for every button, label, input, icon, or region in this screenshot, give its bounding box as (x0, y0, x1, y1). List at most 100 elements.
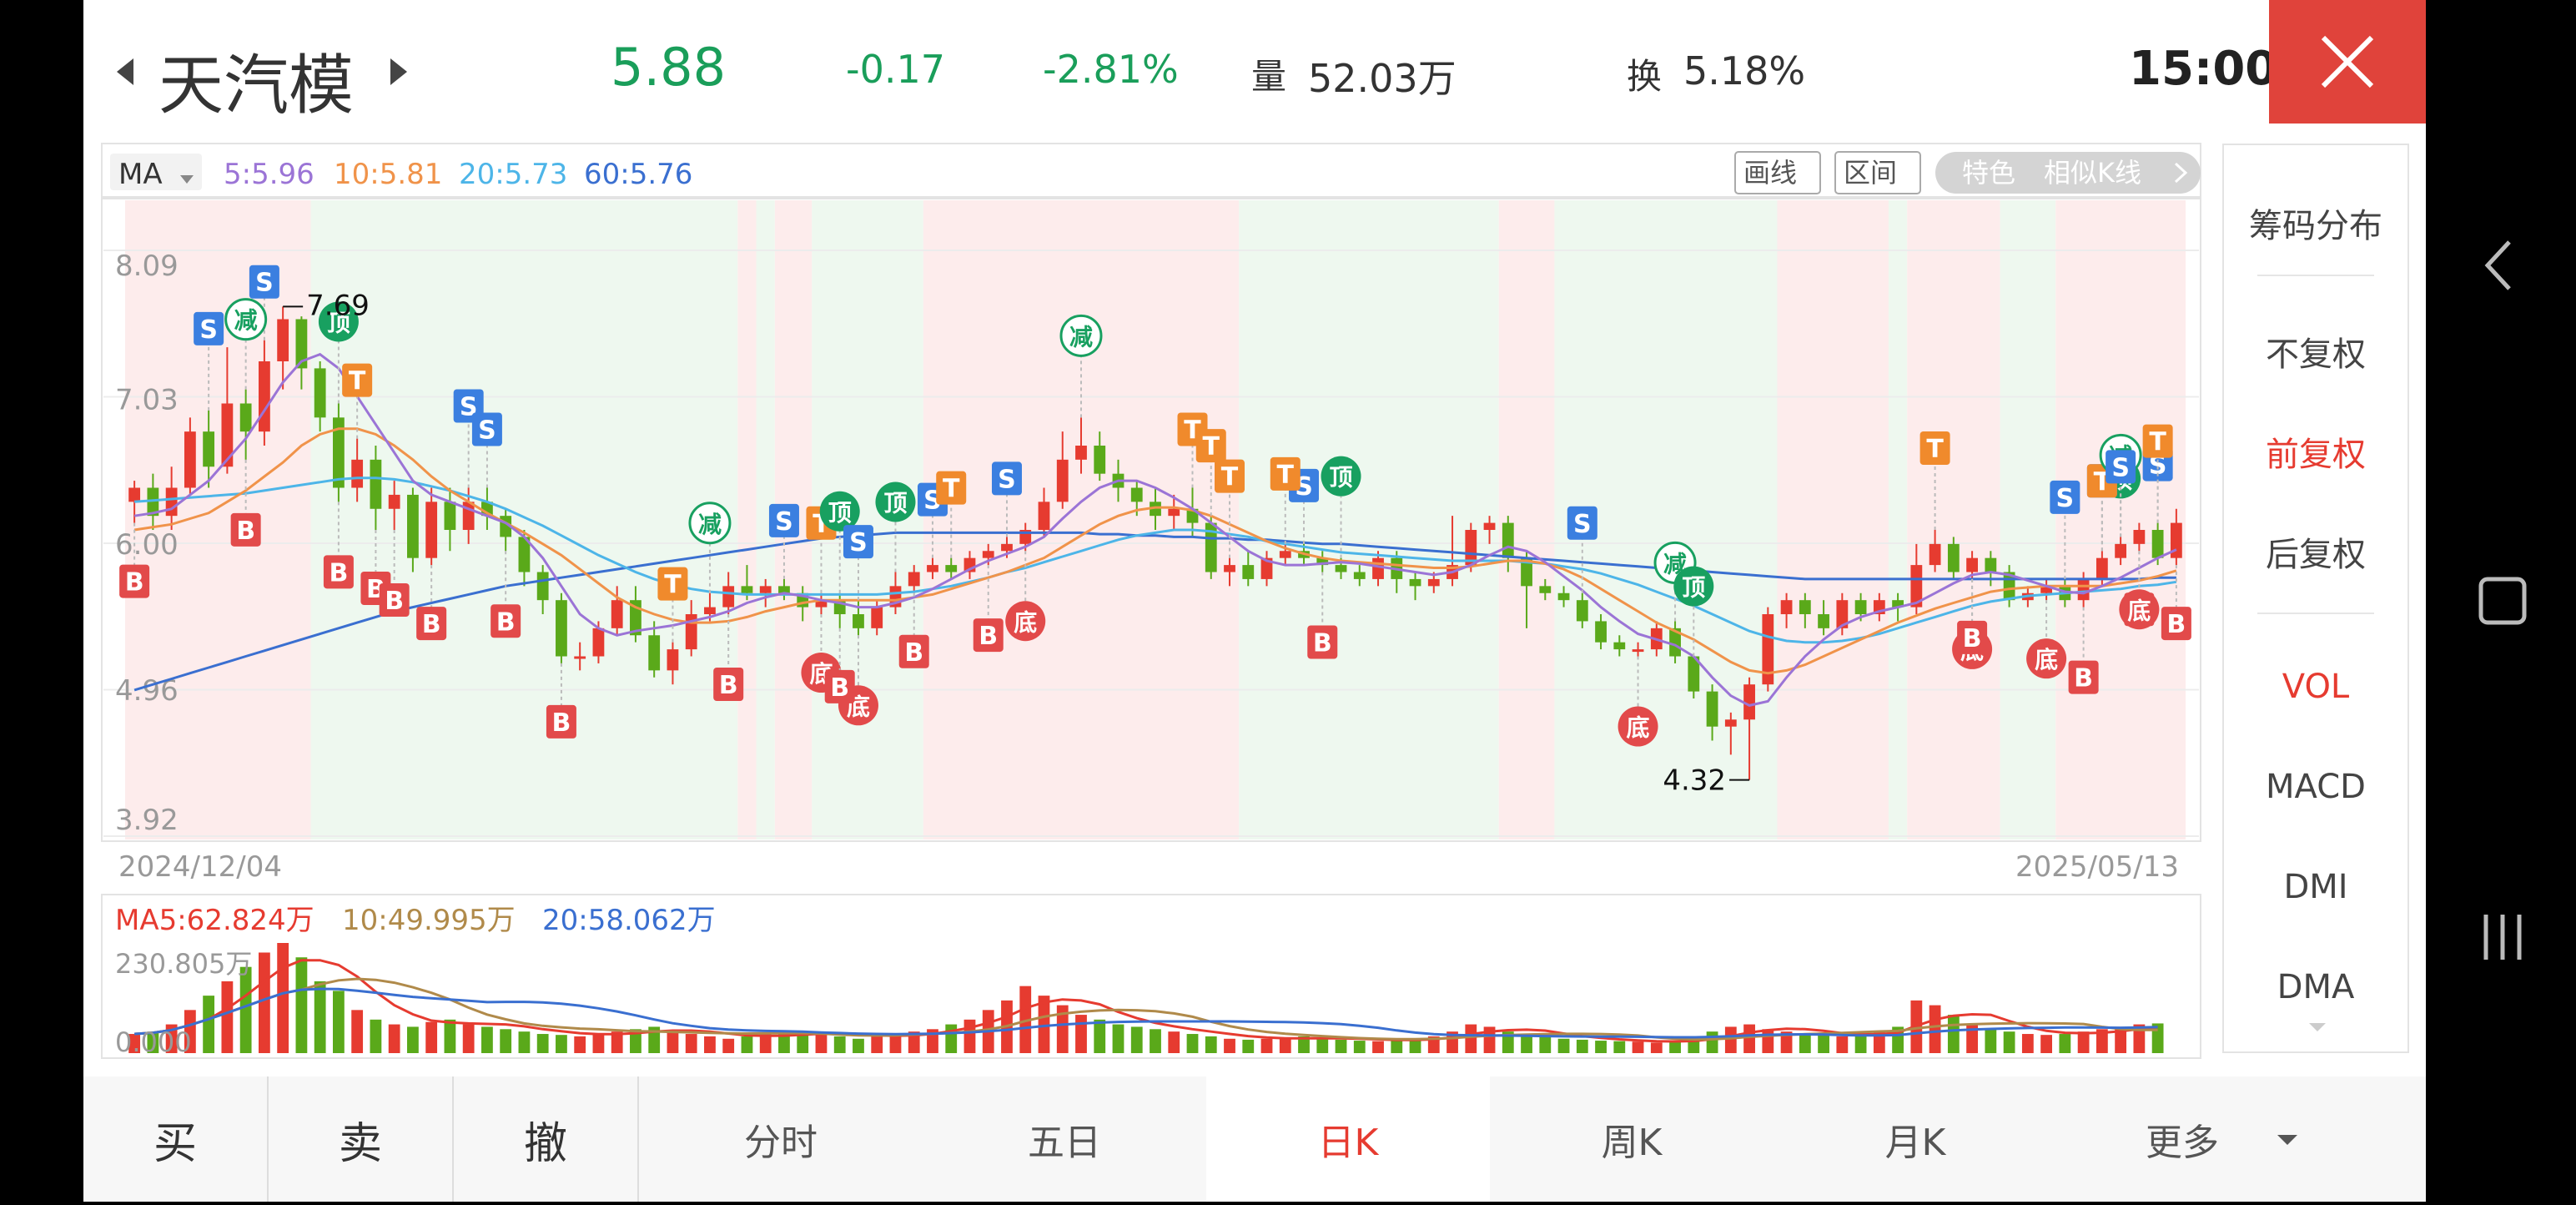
volume-bar (518, 1031, 531, 1053)
volume-min: 0.000 (115, 1026, 192, 1058)
volume-bar (1224, 1038, 1235, 1053)
chip-distribution-button[interactable]: 筹码分布 (2249, 207, 2382, 245)
volume-bar (1799, 1034, 1811, 1053)
candle-body (1001, 543, 1013, 552)
buy-button[interactable]: 买 (153, 1118, 197, 1169)
tab-five-day[interactable]: 五日 (1028, 1122, 1101, 1164)
candle-body (1557, 592, 1570, 601)
volume-bar (741, 1036, 753, 1053)
volume-bar (963, 1019, 976, 1053)
candle-body (388, 494, 400, 509)
candle-body (704, 607, 716, 615)
ma-selector[interactable]: MA (118, 158, 163, 191)
start-date: 2024/12/04 (118, 850, 282, 884)
signal-label: B (1963, 624, 1982, 653)
forward-adjust-button[interactable]: 前复权 (2266, 436, 2366, 474)
home-icon[interactable] (2478, 577, 2527, 625)
candle-body (1242, 565, 1255, 579)
candle-body (1205, 522, 1217, 572)
recents-icon[interactable] (2483, 915, 2522, 960)
volume-bar (1854, 1034, 1867, 1053)
volume-bar (2096, 1029, 2108, 1053)
candle-body (221, 403, 234, 467)
candle-body (1056, 459, 1069, 502)
signal-label: 顶 (1330, 464, 1353, 492)
candle-body (853, 614, 864, 628)
candle-body (165, 487, 178, 517)
dma-indicator-button[interactable]: DMA (2277, 968, 2355, 1006)
volume-bar (184, 1010, 196, 1053)
signal-label: B (830, 673, 849, 703)
volume-bar (1650, 1042, 1663, 1053)
dropdown-arrow-icon (180, 175, 194, 184)
signal-badge (973, 618, 1004, 653)
volume-bar (333, 991, 345, 1053)
tab-monthly-k[interactable]: 月K (1884, 1122, 1946, 1164)
macd-indicator-button[interactable]: MACD (2266, 768, 2366, 806)
volume-ma-line (134, 987, 2158, 1039)
turnover-label: 换 (1627, 56, 1663, 97)
signal-badge (323, 555, 354, 589)
volume-bar (221, 981, 234, 1053)
vol-indicator-button[interactable]: VOL (2282, 668, 2350, 706)
candle-body (1910, 565, 1923, 608)
volume-bar (1242, 1039, 1255, 1053)
signal-label: S (2056, 484, 2075, 513)
sell-button[interactable]: 卖 (338, 1118, 382, 1169)
signal-badge (991, 461, 1022, 496)
prev-stock-arrow-icon[interactable] (117, 58, 133, 85)
volume-bar (908, 1031, 920, 1053)
kline-chart[interactable]: MA 5:5.96 10:5.81 20:5.73 60:5.76 画线 区间 … (100, 142, 2202, 1060)
signal-label: B (1313, 629, 1332, 658)
volume-bar (592, 1034, 605, 1053)
draw-line-button[interactable] (1734, 151, 1821, 194)
app-screen: 天汽模 5.88 -0.17 -2.81% 量 52.03万 换 5.18% 1… (83, 0, 2426, 1202)
candle-body (1854, 600, 1867, 615)
tab-daily-k[interactable]: 日K (1206, 1076, 1490, 1202)
range-button[interactable] (1834, 151, 1921, 194)
feature-label: 特色 (1962, 157, 2015, 189)
volume-max: 230.805万 (115, 948, 252, 980)
candle-body (407, 494, 419, 558)
close-button[interactable] (2269, 0, 2426, 124)
candle-body (722, 586, 735, 608)
next-stock-arrow-icon[interactable] (390, 58, 407, 85)
tab-intraday[interactable]: 分时 (744, 1122, 818, 1164)
volume-bar (407, 1026, 419, 1053)
volume-bar (1521, 1034, 1532, 1053)
ma20-value: 20:5.73 (459, 158, 567, 191)
signal-label: T (1203, 432, 1220, 461)
dmi-indicator-button[interactable]: DMI (2283, 868, 2348, 906)
draw-line-label: 画线 (1743, 157, 1797, 189)
cancel-order-button[interactable]: 撤 (523, 1118, 567, 1169)
candle-body (1224, 565, 1235, 572)
signal-band (737, 200, 757, 839)
volume-bar (1873, 1031, 1885, 1053)
tab-weekly-k[interactable]: 周K (1601, 1122, 1663, 1164)
signal-badge (2050, 480, 2080, 514)
candle-body (1780, 600, 1793, 615)
volume-bar (462, 1024, 475, 1053)
tab-more[interactable]: 更多 (2146, 1122, 2219, 1164)
backward-adjust-button[interactable]: 后复权 (2266, 536, 2366, 574)
signal-badge (824, 669, 855, 703)
signal-band (1239, 200, 1499, 839)
ma10-line (133, 427, 2177, 675)
signal-label: 顶 (1682, 574, 1705, 602)
volume-bar (704, 1036, 716, 1053)
candle-body (277, 319, 289, 361)
candle-body (2096, 557, 2108, 579)
high-price-label: 7.69 (306, 289, 370, 322)
no-adjust-button[interactable]: 不复权 (2266, 335, 2366, 374)
candle-body (314, 368, 326, 418)
candle-body (1762, 614, 1774, 685)
signal-badge (1215, 459, 1245, 493)
volume-bar (2077, 1031, 2090, 1053)
signal-label: T (1221, 463, 1239, 492)
volume-bar (1818, 1035, 1829, 1053)
similar-k-button[interactable] (1935, 152, 2201, 194)
back-icon[interactable] (2484, 240, 2511, 290)
vol-ma20: 20:58.062万 (542, 904, 716, 937)
volume-bar (1205, 1036, 1217, 1053)
